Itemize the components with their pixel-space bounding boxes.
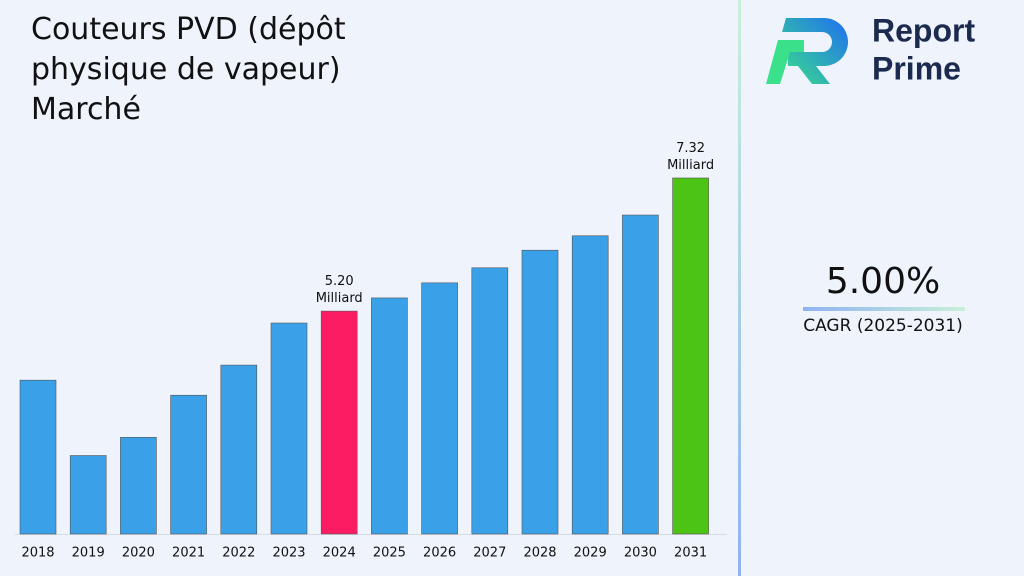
x-tick-label: 2020 <box>122 546 155 561</box>
bar <box>170 394 207 535</box>
bar <box>270 322 308 535</box>
brand-line: Report <box>872 12 975 48</box>
x-tick-label: 2021 <box>172 546 205 561</box>
x-tick-label: 2024 <box>323 546 356 561</box>
bar <box>69 455 107 535</box>
bar <box>421 282 458 535</box>
bar <box>571 235 609 535</box>
bar <box>320 310 358 535</box>
x-tick-label: 2023 <box>272 546 305 561</box>
x-tick-label: 2026 <box>423 546 456 561</box>
bar <box>120 437 157 535</box>
x-tick-label: 2022 <box>222 546 255 561</box>
divider <box>738 0 741 576</box>
bar <box>371 297 408 535</box>
bar <box>521 249 559 535</box>
value-label: 5.20 Milliard <box>316 274 363 306</box>
bar <box>672 177 709 535</box>
x-tick-label: 2018 <box>21 546 54 561</box>
logo <box>766 18 848 84</box>
x-tick-label: 2029 <box>574 546 607 561</box>
bar <box>622 214 659 535</box>
kpi-underline <box>803 307 965 311</box>
x-tick-label: 2028 <box>523 546 556 561</box>
brand-line: Prime <box>872 50 961 86</box>
chart-title: Couteurs PVD (dépôt physique de vapeur) … <box>31 12 346 127</box>
x-tick-label: 2027 <box>473 546 506 561</box>
x-tick-label: 2030 <box>624 546 657 561</box>
bar <box>471 267 509 535</box>
x-tick-label: 2025 <box>373 546 406 561</box>
bar <box>220 364 258 535</box>
kpi-label: CAGR (2025-2031) <box>803 316 963 336</box>
bar <box>19 379 57 535</box>
kpi-value: 5.00% <box>826 261 940 302</box>
x-tick-label: 2031 <box>674 546 707 561</box>
x-tick-label: 2019 <box>72 546 105 561</box>
value-label: 7.32 Milliard <box>667 141 714 173</box>
